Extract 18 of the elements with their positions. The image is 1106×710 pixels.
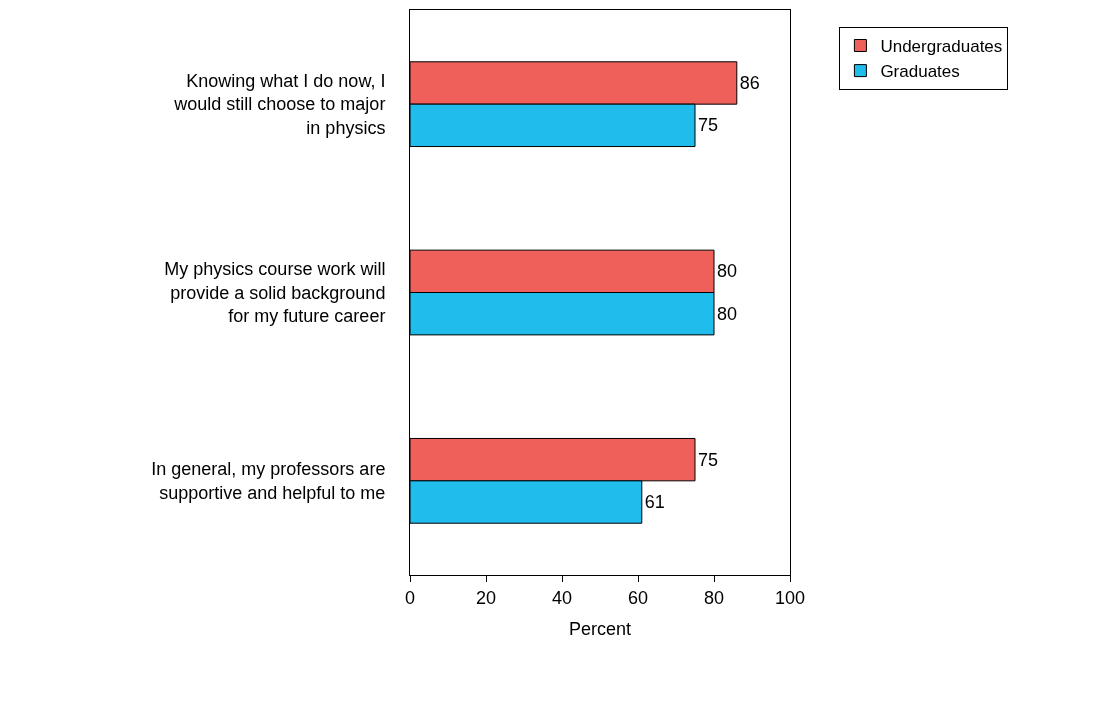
x-tick-label: 60 [627, 587, 649, 608]
data-label: 80 [717, 303, 738, 324]
y-tick-label: In general, my professors are supportive and helpful to me [151, 459, 386, 503]
data-label: 80 [717, 261, 738, 282]
x-tick-label: 100 [774, 587, 806, 608]
x-axis-title: Percent [568, 618, 632, 639]
x-tick-label: 0 [404, 587, 416, 608]
y-tick-label: Knowing what I do now, I would still choose to major in physics [173, 71, 386, 138]
data-label: 75 [698, 449, 719, 470]
legend-label: Undergraduates [880, 37, 1003, 57]
data-label: 61 [644, 492, 665, 513]
y-tick-label: My physics course work will provide a solid background for my future career [164, 259, 386, 327]
data-label: 75 [698, 115, 719, 136]
legend-label: Graduates [880, 62, 960, 82]
data-label: 86 [739, 72, 760, 93]
x-tick-label: 20 [475, 587, 497, 608]
x-tick-label: 80 [703, 587, 725, 608]
x-tick-label: 40 [551, 587, 573, 608]
